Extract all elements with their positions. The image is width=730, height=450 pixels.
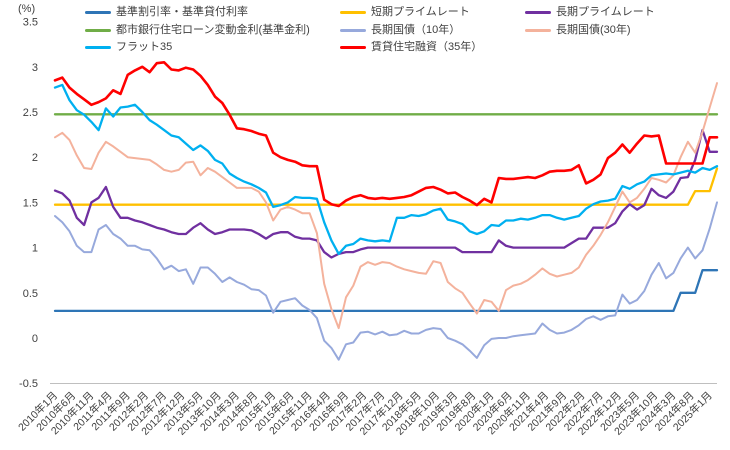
legend-label-toshi-ginko-hendo: 都市銀行住宅ローン変動金利(基準金利) [116, 23, 310, 36]
legend-label-tanki-prime: 短期プライムレート [371, 6, 470, 19]
series-line-flat35 [53, 83, 719, 256]
y-tick-label: 1 [32, 243, 38, 255]
legend-swatch-tanki-prime [340, 11, 366, 15]
y-tick-label: 3.5 [23, 17, 38, 29]
series-line-choki-kokusai-10 [54, 201, 718, 361]
series-line-choki-prime [53, 128, 719, 259]
x-axis-tick-labels: 2010年1月2010年6月2010年11月2011年4月2011年9月2012… [15, 389, 714, 438]
series-line-chintai-jutaku-yushi [53, 60, 719, 208]
chart-legend: 基準割引率・基準貸付利率都市銀行住宅ローン変動金利(基準金利) フラット35 短期プ… [0, 4, 730, 60]
legend-item-choki-kokusai-30: 長期国債(30年) [525, 22, 655, 40]
legend-item-chintai-jutaku-yushi: 賃貸住宅融資（35年） [340, 39, 482, 57]
legend-label-kijun-waribiki: 基準割引率・基準貸付利率 [116, 6, 248, 19]
y-tick-label: 3 [32, 62, 38, 74]
legend-item-toshi-ginko-hendo: 都市銀行住宅ローン変動金利(基準金利) [85, 22, 310, 40]
legend-column-2: 短期プライムレート 長期国債（10年） 賃貸住宅融資（35年） [340, 4, 482, 57]
legend-swatch-toshi-ginko-hendo [85, 28, 111, 32]
series-line-kijun-waribiki [53, 269, 719, 313]
legend-item-choki-prime: 長期プライムレート [525, 4, 655, 22]
legend-swatch-chintai-jutaku-yushi [340, 46, 366, 50]
legend-label-chintai-jutaku-yushi: 賃貸住宅融資（35年） [371, 41, 483, 54]
legend-item-flat35: フラット35 [85, 39, 310, 57]
y-tick-label: 0.5 [23, 288, 38, 300]
y-tick-label: -0.5 [19, 378, 38, 390]
legend-swatch-flat35 [85, 46, 111, 50]
legend-column-3: 長期プライムレート 長期国債(30年) [525, 4, 655, 39]
legend-item-choki-kokusai-10: 長期国債（10年） [340, 22, 482, 40]
series-line-tanki-prime [53, 167, 719, 206]
y-axis-unit-label: (%) [18, 3, 35, 15]
series-line-choki-kokusai-30 [54, 82, 718, 330]
legend-label-flat35: フラット35 [116, 41, 173, 54]
legend-label-choki-kokusai-30: 長期国債(30年) [556, 23, 631, 36]
legend-label-choki-kokusai-10: 長期国債（10年） [371, 23, 461, 36]
legend-item-tanki-prime: 短期プライムレート [340, 4, 482, 22]
legend-column-1: 基準割引率・基準貸付利率都市銀行住宅ローン変動金利(基準金利) フラット35 [85, 4, 310, 57]
legend-swatch-choki-prime [525, 11, 551, 15]
legend-swatch-choki-kokusai-10 [340, 28, 366, 32]
legend-swatch-kijun-waribiki [85, 11, 111, 15]
y-tick-label: 2.5 [23, 107, 38, 119]
legend-swatch-choki-kokusai-30 [525, 28, 551, 32]
series-lines [53, 60, 719, 361]
y-tick-label: 1.5 [23, 197, 38, 209]
y-tick-label: 2 [32, 152, 38, 164]
legend-item-kijun-waribiki: 基準割引率・基準貸付利率 [85, 4, 310, 22]
y-tick-label: 0 [32, 333, 38, 345]
legend-label-choki-prime: 長期プライムレート [556, 6, 655, 19]
y-axis-tick-labels: 3.5 3 2.5 2 1.5 1 0.5 0 -0.5 [19, 17, 38, 391]
